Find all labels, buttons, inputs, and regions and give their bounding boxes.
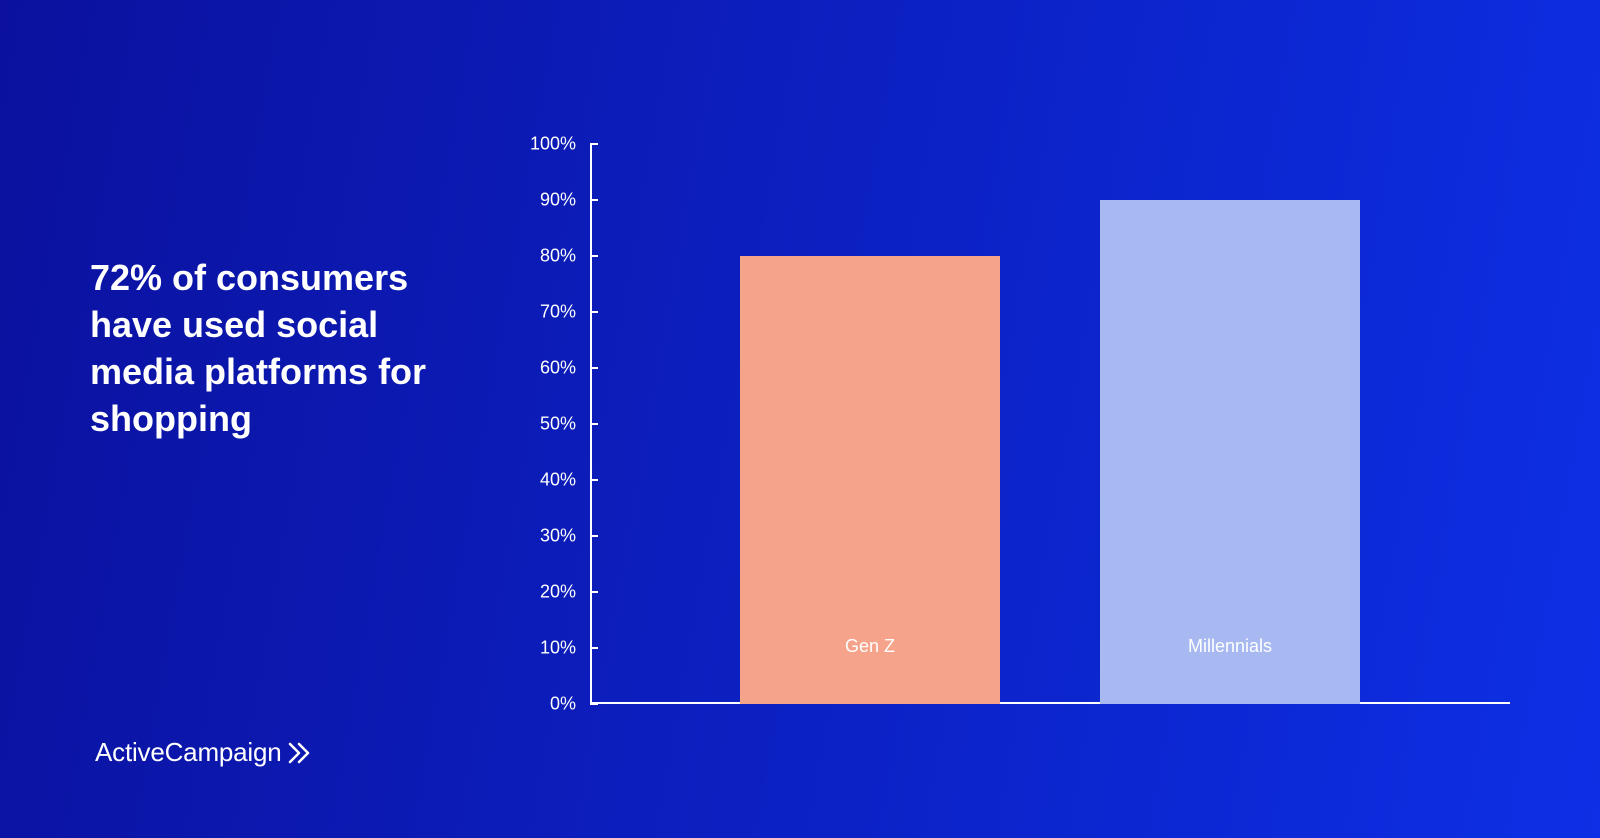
chart-plot-area: 0%10%20%30%40%50%60%70%80%90%100% xyxy=(590,144,1510,704)
chart-bars xyxy=(590,144,1510,704)
headline-text: 72% of consumers have used social media … xyxy=(90,255,490,442)
y-axis-tick xyxy=(590,199,598,201)
y-axis-tick xyxy=(590,255,598,257)
y-axis-tick xyxy=(590,703,598,705)
y-axis-tick xyxy=(590,311,598,313)
infographic-canvas: 72% of consumers have used social media … xyxy=(0,0,1600,838)
y-axis-tick-label: 70% xyxy=(540,302,576,323)
chart-plot: 0%10%20%30%40%50%60%70%80%90%100% xyxy=(590,144,1510,704)
chart-container: 0%10%20%30%40%50%60%70%80%90%100% Gen ZM… xyxy=(520,60,1510,778)
y-axis-tick-label: 20% xyxy=(540,582,576,603)
y-axis-tick xyxy=(590,367,598,369)
y-axis-tick-label: 10% xyxy=(540,638,576,659)
y-axis-tick-label: 80% xyxy=(540,246,576,267)
x-axis-labels: Gen Z Millennials xyxy=(590,636,1510,657)
y-axis-tick-label: 90% xyxy=(540,190,576,211)
brand-logo: ActiveCampaign xyxy=(95,737,312,768)
y-axis-tick-label: 100% xyxy=(530,134,576,155)
y-axis-tick-label: 50% xyxy=(540,414,576,435)
y-axis-tick-label: 0% xyxy=(550,694,576,715)
y-axis-tick xyxy=(590,423,598,425)
x-axis-label: Gen Z xyxy=(740,636,1000,657)
brand-name: ActiveCampaign xyxy=(95,737,282,768)
y-axis-tick xyxy=(590,591,598,593)
y-axis-tick-label: 40% xyxy=(540,470,576,491)
y-axis-tick xyxy=(590,479,598,481)
double-chevron-right-icon xyxy=(288,742,312,764)
y-axis-tick xyxy=(590,143,598,145)
y-axis-tick-label: 60% xyxy=(540,358,576,379)
left-column: 72% of consumers have used social media … xyxy=(90,255,520,442)
y-axis-tick-label: 30% xyxy=(540,526,576,547)
x-axis-label: Millennials xyxy=(1100,636,1360,657)
chart-bar xyxy=(1100,200,1360,704)
y-axis-tick xyxy=(590,535,598,537)
